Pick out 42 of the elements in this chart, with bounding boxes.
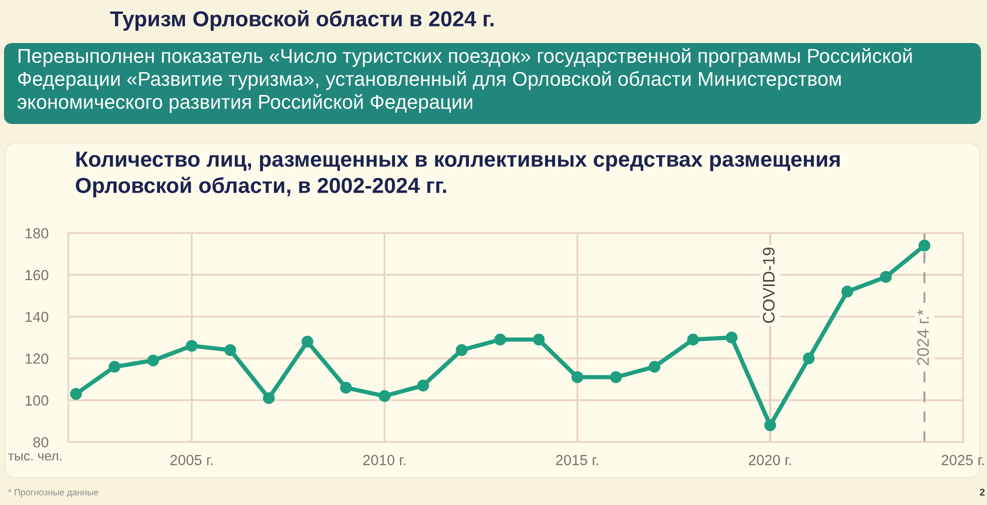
point (417, 380, 429, 392)
x-tick-label: 2025 г. (942, 454, 984, 466)
point (687, 334, 699, 346)
x-tick-label: 2015 г. (556, 454, 598, 466)
point (571, 371, 584, 384)
y-tick-label: 180 (26, 228, 48, 238)
ref-line-label: COVID-19 (762, 248, 775, 323)
point (532, 334, 545, 346)
point (726, 332, 738, 344)
point (147, 354, 160, 366)
point (224, 344, 236, 356)
point (340, 382, 352, 394)
y-tick-label: 160 (26, 270, 48, 280)
point (108, 360, 120, 373)
point (841, 286, 854, 298)
point (378, 390, 390, 402)
ref-line-label: 2024 г.* (917, 309, 929, 366)
point (70, 388, 82, 400)
point (648, 360, 660, 373)
point (764, 419, 776, 432)
point (186, 340, 198, 352)
text: 2 (980, 488, 985, 496)
x-tick-label: 2005 г. (170, 454, 212, 466)
y-tick-label: 140 (26, 312, 48, 322)
y-tick-label: 100 (26, 395, 48, 406)
y-tick-label: 80 (33, 437, 48, 448)
point (802, 352, 815, 364)
y-axis-title: тыс. чел. (8, 453, 62, 461)
point (262, 392, 275, 404)
point (880, 270, 892, 283)
text: * Прогнозные данные (8, 489, 98, 498)
point (918, 240, 930, 252)
point (456, 344, 468, 356)
point (494, 334, 506, 346)
text: Перевыполнен показатель «Число туристских поездок» государственной программы Российской Федерации «Развитие туризма», установленный для Орловской области Министерством экономического развития Российской Федерации (18, 48, 912, 113)
x-tick-label: 2020 г. (748, 454, 791, 466)
x-tick-label: 2010 г. (363, 454, 406, 466)
text: Туризм Орловской области в 2024 г. (110, 10, 494, 31)
chart-title: Количество лиц, размещенных в коллективных средствах размещения Орловской области, в 2002-2024 гг. (76, 152, 840, 198)
point (610, 371, 622, 384)
y-tick-label: 120 (26, 354, 48, 364)
point (302, 336, 314, 348)
